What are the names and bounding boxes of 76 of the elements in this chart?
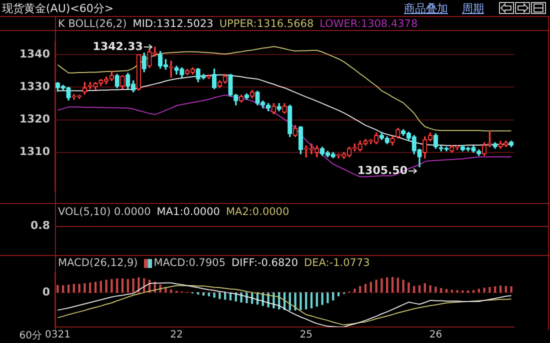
chart-subtitle: K BOLL(26,2) bbox=[58, 18, 127, 30]
bar bbox=[354, 288, 356, 293]
bar bbox=[488, 286, 491, 293]
bar bbox=[110, 279, 113, 293]
bar bbox=[321, 292, 324, 305]
bar bbox=[380, 278, 383, 293]
text: VOL(5,10) 0.0000 bbox=[58, 206, 151, 218]
bar bbox=[483, 288, 486, 293]
text: DEA:-1.0773 bbox=[304, 257, 370, 269]
bar bbox=[218, 292, 221, 300]
text: 0.8 bbox=[30, 219, 50, 232]
chart-title: MACD(26,12,9) bbox=[58, 257, 138, 269]
legend-label: MACD:0.7905 bbox=[154, 257, 226, 269]
text: MA1:0.0000 bbox=[156, 206, 220, 218]
bar bbox=[467, 290, 470, 293]
bar bbox=[440, 288, 442, 293]
bar bbox=[413, 286, 416, 293]
x-tick-label: 25 bbox=[300, 330, 312, 341]
bar bbox=[408, 282, 410, 293]
bar bbox=[494, 286, 496, 293]
series-label: UPPER:1316.5668 bbox=[219, 18, 314, 30]
x-tick-label: 22 bbox=[170, 330, 183, 341]
bar bbox=[94, 282, 97, 293]
bar bbox=[499, 286, 502, 293]
y-tick-label: 1310 bbox=[19, 145, 50, 158]
bar bbox=[84, 283, 86, 293]
bar bbox=[429, 285, 432, 293]
bar bbox=[121, 278, 124, 293]
text: LOWER:1308.4378 bbox=[320, 18, 418, 30]
bar bbox=[56, 284, 59, 293]
text: 商品叠加 bbox=[404, 1, 448, 16]
bar bbox=[78, 284, 80, 293]
bar bbox=[310, 292, 313, 308]
bar bbox=[67, 284, 70, 293]
bar bbox=[305, 292, 308, 310]
bar bbox=[197, 292, 200, 295]
bar bbox=[391, 276, 394, 293]
bar bbox=[213, 292, 216, 298]
x-axis-title: 60分 bbox=[19, 330, 42, 342]
bar bbox=[359, 286, 362, 293]
bar bbox=[424, 283, 426, 293]
bar bbox=[396, 278, 399, 293]
bar bbox=[434, 286, 437, 293]
bar bbox=[105, 280, 108, 293]
ref-line-label: 0 bbox=[42, 285, 50, 298]
bar bbox=[316, 292, 318, 307]
x-tick-label: 26 bbox=[429, 330, 442, 341]
bar bbox=[126, 279, 129, 293]
bar bbox=[62, 285, 64, 293]
bar bbox=[170, 289, 172, 293]
annotation: 1342.33 bbox=[92, 40, 143, 53]
bar bbox=[510, 286, 512, 293]
text: DIFF:-0.6820 bbox=[232, 257, 298, 269]
bar bbox=[375, 280, 378, 293]
y-tick-label: 1340 bbox=[19, 47, 50, 60]
bar bbox=[386, 277, 388, 293]
y-tick-label: 1330 bbox=[19, 80, 50, 94]
bar bbox=[132, 278, 134, 293]
bar bbox=[337, 292, 340, 296]
chart-title: 现货黄金(AU)<60分> bbox=[2, 1, 114, 16]
bar bbox=[332, 292, 334, 300]
y-tick-label: 1320 bbox=[19, 112, 50, 126]
bar bbox=[364, 284, 367, 293]
x-tick-label: 0321 bbox=[44, 330, 70, 341]
bar bbox=[472, 290, 475, 293]
text: MID:1312.5023 bbox=[132, 18, 214, 30]
bar bbox=[116, 278, 118, 293]
bar bbox=[294, 292, 296, 310]
bar bbox=[89, 282, 92, 293]
text: MA2:0.0000 bbox=[226, 206, 290, 218]
bar bbox=[300, 292, 302, 310]
bar bbox=[326, 292, 329, 304]
text: 周期 bbox=[462, 1, 484, 16]
bar bbox=[445, 289, 448, 293]
annotation: 1305.50 bbox=[357, 164, 408, 177]
bar bbox=[402, 280, 404, 293]
